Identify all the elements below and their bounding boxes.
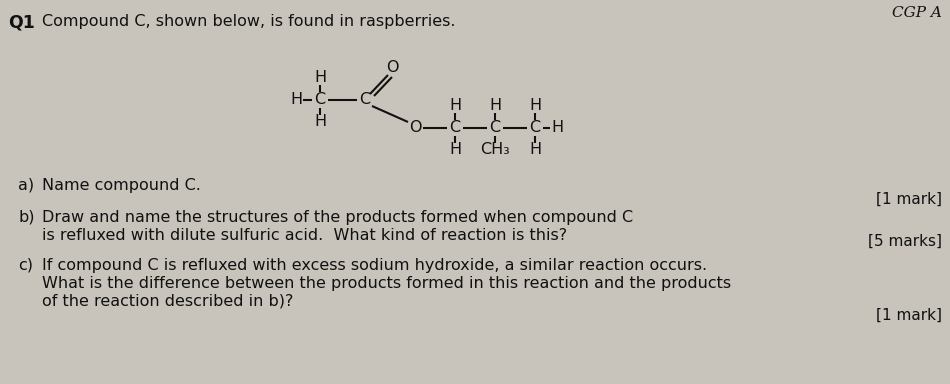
Text: O: O [386,61,398,76]
Text: C: C [529,121,541,136]
Text: If compound C is refluxed with excess sodium hydroxide, a similar reaction occur: If compound C is refluxed with excess so… [42,258,707,273]
Text: H: H [314,114,326,129]
Text: C: C [449,121,461,136]
Text: a): a) [18,178,34,193]
Text: H: H [529,142,542,157]
Text: C: C [359,93,371,108]
Text: [5 marks]: [5 marks] [868,234,942,249]
Text: H: H [529,99,542,114]
Text: CH₃: CH₃ [480,142,510,157]
Text: Compound C, shown below, is found in raspberries.: Compound C, shown below, is found in ras… [42,14,455,29]
Text: b): b) [18,210,34,225]
Text: C: C [489,121,501,136]
Text: [1 mark]: [1 mark] [876,192,942,207]
Text: Name compound C.: Name compound C. [42,178,200,193]
Text: is refluxed with dilute sulfuric acid.  What kind of reaction is this?: is refluxed with dilute sulfuric acid. W… [42,228,567,243]
Text: H: H [314,71,326,86]
Text: CGP A: CGP A [892,6,942,20]
Text: O: O [408,121,421,136]
Text: What is the difference between the products formed in this reaction and the prod: What is the difference between the produ… [42,276,731,291]
Text: H: H [449,142,461,157]
Text: of the reaction described in b)?: of the reaction described in b)? [42,294,294,309]
Text: C: C [314,93,326,108]
Text: H: H [449,99,461,114]
Text: [1 mark]: [1 mark] [876,308,942,323]
Text: c): c) [18,258,33,273]
Text: H: H [290,93,302,108]
Text: Q1: Q1 [8,14,35,32]
Text: H: H [489,99,501,114]
Text: H: H [551,121,563,136]
Text: Draw and name the structures of the products formed when compound C: Draw and name the structures of the prod… [42,210,633,225]
